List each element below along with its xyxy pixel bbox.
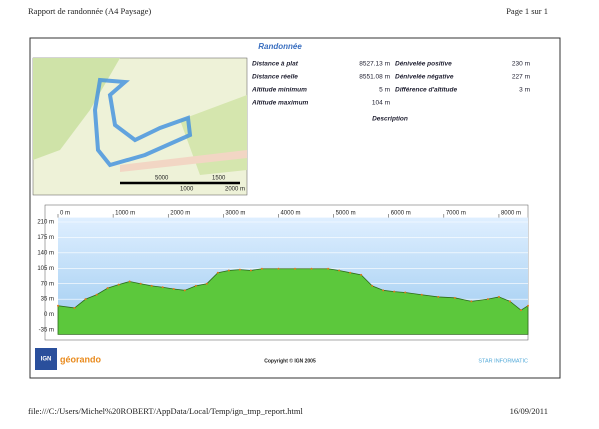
elevation-point — [57, 304, 59, 307]
elevation-point — [486, 298, 489, 301]
elevation-point — [150, 284, 153, 287]
elevation-point — [371, 284, 374, 287]
stat-label: Dénivelée positive — [395, 61, 452, 68]
elevation-point — [106, 287, 109, 290]
elevation-point — [497, 295, 500, 298]
elevation-point — [205, 282, 208, 285]
elevation-point — [519, 309, 522, 312]
elevation-point — [128, 280, 131, 283]
x-tick-label: 2000 m — [170, 211, 190, 217]
x-tick-label: 6000 m — [391, 211, 411, 217]
elevation-point — [349, 271, 352, 274]
ign-logo-text: IGN — [41, 357, 52, 363]
page-date: 16/09/2011 — [510, 406, 548, 416]
stat-label: Dénivelée négative — [395, 74, 454, 81]
stat-label: Distance à plat — [252, 61, 299, 68]
elevation-point — [161, 286, 164, 289]
map-route — [92, 77, 193, 168]
y-tick-label: 0 m — [44, 312, 54, 318]
elevation-point — [95, 293, 98, 296]
stat-value: 3 m — [519, 87, 530, 94]
page-url: file:///C:/Users/Michel%20ROBERT/AppData… — [28, 406, 304, 416]
elevation-point — [527, 304, 529, 307]
page-number: Page 1 sur 1 — [506, 6, 548, 16]
elevation-area — [57, 268, 529, 335]
map: 5000 1000 1500 2000 m — [32, 57, 248, 196]
stat-label: Différence d'altitude — [395, 87, 457, 94]
map-scale-label: 1000 — [180, 187, 194, 193]
stat-value: 227 m — [512, 74, 530, 81]
report-footer: IGN géorando Copyright © IGN 2005 STAR I… — [35, 348, 528, 370]
elevation-point — [327, 267, 330, 270]
ign-logo — [35, 348, 57, 370]
y-tick-label: -35 m — [39, 328, 54, 334]
x-tick-label: 5000 m — [336, 211, 356, 217]
elevation-point — [382, 289, 385, 292]
x-tick-label: 3000 m — [225, 211, 245, 217]
elevation-point — [73, 306, 76, 309]
elevation-point — [260, 267, 263, 270]
stat-label: Altitude maximum — [251, 100, 309, 107]
elevation-point — [172, 288, 175, 291]
map-town — [120, 150, 247, 172]
x-tick-label: 0 m — [60, 211, 70, 217]
stat-label: Altitude minimum — [251, 87, 307, 94]
elevation-point — [84, 298, 87, 301]
x-tick-label: 1000 m — [115, 211, 135, 217]
stat-value: 104 m — [372, 100, 390, 107]
stats: Distance à plat 8527.13 m Distance réelle 8… — [251, 61, 530, 107]
description-label: Description — [372, 116, 408, 123]
elevation-point — [508, 300, 511, 303]
map-scale-label: 1500 — [212, 176, 226, 182]
elevation-point — [310, 267, 313, 270]
y-tick-label: 105 m — [37, 266, 54, 272]
elevation-point — [216, 271, 219, 274]
y-tick-label: 140 m — [37, 250, 54, 256]
map-scale-label: 5000 — [155, 176, 169, 182]
y-tick-label: 175 m — [37, 235, 54, 241]
elevation-point — [393, 290, 396, 293]
header-title: Rapport de randonnée (A4 Paysage) — [28, 6, 151, 16]
x-tick-label: 8000 m — [501, 211, 521, 217]
elevation-point — [238, 268, 241, 271]
stat-value: 5 m — [379, 87, 390, 94]
x-tick-label: 7000 m — [446, 211, 466, 217]
y-tick-label: 210 m — [37, 220, 54, 226]
y-tick-label: 70 m — [41, 281, 54, 287]
stat-value: 230 m — [512, 61, 530, 68]
map-scale-label: 2000 m — [225, 187, 245, 193]
elevation-point — [139, 282, 142, 285]
elevation-point — [338, 269, 341, 272]
brand-logo: géorando — [60, 354, 102, 364]
elevation-point — [277, 267, 280, 270]
report-title: Randonnée — [258, 42, 302, 51]
elevation-point — [183, 289, 186, 292]
elevation-point — [227, 269, 230, 272]
stat-value: 8527.13 m — [359, 61, 390, 68]
y-tick-label: 35 m — [41, 297, 54, 303]
elevation-point — [437, 295, 440, 298]
elevation-point — [117, 283, 120, 286]
stat-label: Distance réelle — [252, 74, 298, 81]
x-tick-label: 4000 m — [280, 211, 300, 217]
elevation-point — [420, 293, 423, 296]
copyright: Copyright © IGN 2005 — [264, 357, 316, 364]
star-logo: STAR INFORMATIC — [478, 358, 528, 364]
elevation-point — [360, 273, 363, 276]
elevation-point — [194, 284, 197, 287]
elevation-chart: 210 m 175 m 140 m 105 m 70 m 35 m 0 m -35 m 0 m 1… — [37, 211, 529, 335]
elevation-point — [453, 296, 456, 299]
stat-value: 8551.08 m — [359, 74, 390, 81]
elevation-point — [404, 291, 407, 294]
elevation-point — [249, 269, 252, 272]
elevation-point — [470, 300, 473, 303]
elevation-point — [294, 267, 297, 270]
